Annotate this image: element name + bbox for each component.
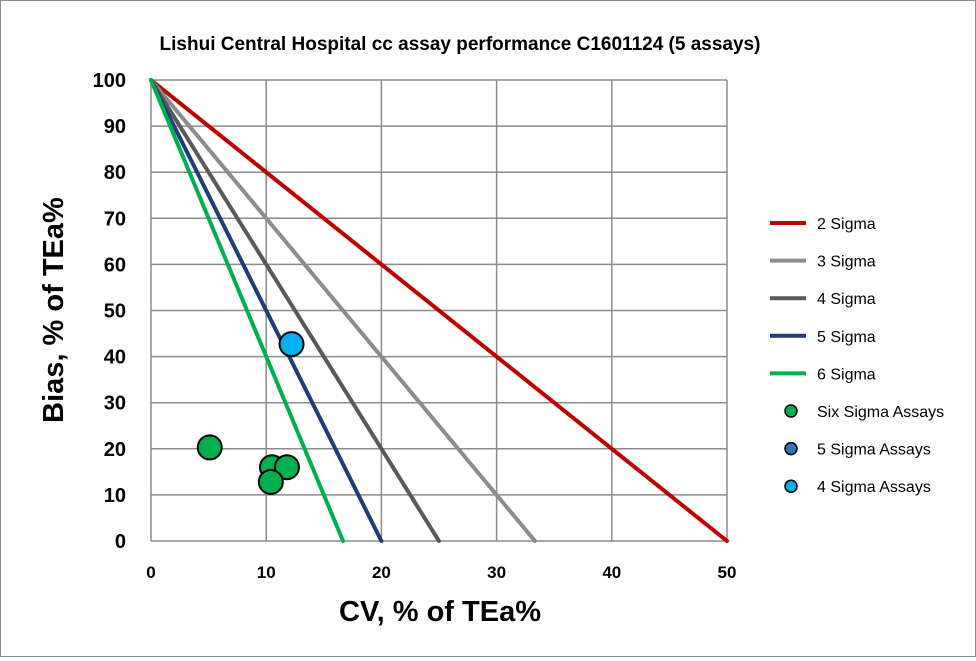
- y-tick-label: 10: [104, 485, 126, 507]
- legend-label: Six Sigma Assays: [817, 404, 944, 421]
- legend-marker-swatch: [784, 441, 798, 456]
- y-tick-label: 50: [104, 301, 126, 323]
- data-point: [278, 331, 305, 358]
- y-tick-label: 70: [104, 208, 126, 230]
- x-axis-ticks: 0 10 20 30 40 50: [146, 563, 736, 582]
- data-point: [257, 468, 284, 495]
- legend-marker-swatch: [784, 479, 798, 493]
- sigma-line-4: [149, 78, 441, 543]
- legend-label: 4 Sigma Assays: [817, 479, 931, 496]
- data-point: [273, 454, 300, 481]
- y-tick-label: 100: [93, 70, 126, 92]
- y-axis-label: Bias, % of TEa%: [38, 197, 70, 423]
- legend-label: 5 Sigma: [817, 329, 876, 346]
- y-tick-label: 20: [104, 439, 126, 461]
- sigma-line-5: [149, 78, 384, 543]
- legend-label: 3 Sigma: [817, 254, 876, 271]
- y-tick-label: 60: [104, 254, 126, 276]
- y-tick-label: 40: [104, 347, 126, 369]
- legend-label: 6 Sigma: [817, 366, 876, 383]
- y-tick-label: 90: [104, 116, 126, 138]
- x-tick-label: 40: [602, 563, 621, 582]
- legend: 2 Sigma 3 Sigma 4 Sigma 5 Sigma 6 Sigma Six S…: [770, 216, 944, 496]
- y-tick-label: 0: [115, 531, 126, 553]
- legend-marker-swatch: [784, 404, 798, 418]
- y-tick-label: 30: [104, 393, 126, 415]
- sigma-line-6: [149, 78, 346, 543]
- y-tick-label: 80: [104, 162, 126, 184]
- sigma-line-2: [149, 78, 729, 543]
- legend-label: 4 Sigma: [817, 291, 876, 308]
- x-tick-label: 0: [146, 563, 155, 582]
- legend-label: 5 Sigma Assays: [817, 442, 931, 459]
- data-point: [196, 434, 223, 461]
- x-tick-label: 30: [487, 563, 506, 582]
- y-axis-ticks: 0 10 20 30 40 50 60 70 80 90 100: [93, 70, 126, 553]
- x-tick-label: 10: [257, 563, 276, 582]
- chart-title: Lishui Central Hospital cc assay perform…: [160, 34, 761, 55]
- x-tick-label: 20: [372, 563, 391, 582]
- sigma-line-3: [149, 78, 537, 543]
- sigma-lines: [149, 78, 729, 543]
- data-points: [196, 331, 305, 495]
- legend-label: 2 Sigma: [817, 216, 876, 233]
- x-tick-label: 50: [718, 563, 737, 582]
- x-axis-label: CV, % of TEa%: [339, 596, 541, 628]
